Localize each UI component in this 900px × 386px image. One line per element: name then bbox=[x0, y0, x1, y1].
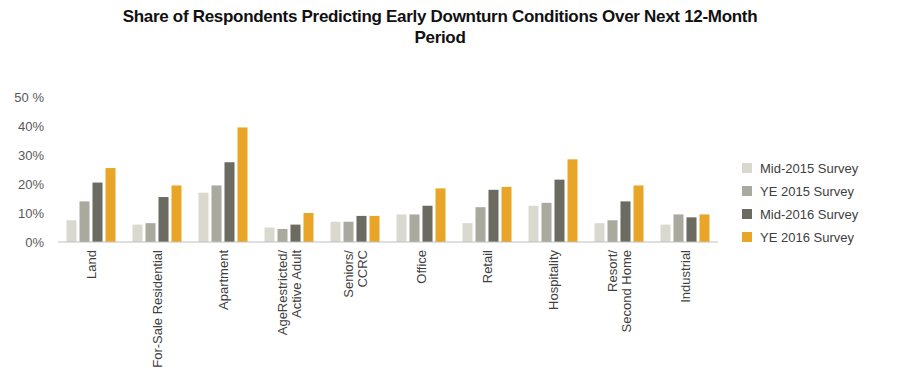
x-axis bbox=[58, 242, 718, 243]
x-tick-label: Hospitality bbox=[546, 250, 561, 310]
y-tick bbox=[54, 97, 58, 98]
x-tick-label: Industrial bbox=[678, 250, 693, 303]
y-tick-label: 50 % bbox=[14, 90, 44, 105]
y-tick bbox=[54, 242, 58, 243]
x-tick-label: Apartment bbox=[216, 250, 231, 310]
bar bbox=[291, 225, 301, 242]
y-tick bbox=[54, 155, 58, 156]
legend-swatch bbox=[742, 209, 752, 219]
chart: 0% 10% 20% 30% 40% 50 % Land For-Sale Residenti… bbox=[0, 0, 900, 386]
bar bbox=[687, 217, 697, 242]
bar bbox=[621, 201, 631, 242]
bar bbox=[634, 185, 644, 242]
bar bbox=[212, 185, 222, 242]
bar bbox=[67, 220, 77, 242]
bar bbox=[225, 162, 235, 242]
legend-label: YE 2016 Survey bbox=[760, 230, 854, 245]
y-tick-label: 0% bbox=[25, 235, 44, 250]
bar bbox=[370, 216, 380, 242]
y-tick bbox=[54, 213, 58, 214]
bar bbox=[159, 197, 169, 242]
bar bbox=[542, 203, 552, 242]
chart-title: Share of Respondents Predicting Early Do… bbox=[120, 6, 760, 48]
legend-swatch bbox=[742, 232, 752, 242]
x-tick-label: AgeRestricted/Active Adult bbox=[275, 250, 304, 336]
x-tick-label: For-Sale Residential bbox=[150, 250, 165, 368]
bar bbox=[423, 206, 433, 242]
y-tick bbox=[54, 184, 58, 185]
bar bbox=[502, 187, 512, 242]
bars bbox=[67, 127, 710, 242]
bar bbox=[608, 220, 618, 242]
bar bbox=[304, 213, 314, 242]
bar bbox=[436, 188, 446, 242]
bar bbox=[278, 229, 288, 242]
bar bbox=[238, 127, 248, 242]
bar bbox=[344, 222, 354, 242]
legend-label: Mid-2016 Survey bbox=[760, 207, 859, 222]
bar bbox=[674, 214, 684, 242]
bar bbox=[199, 193, 209, 242]
bar bbox=[568, 159, 578, 242]
bar bbox=[106, 168, 116, 242]
bar bbox=[463, 223, 473, 242]
y-tick-label: 20% bbox=[18, 177, 44, 192]
x-tick-label: Office bbox=[414, 250, 429, 284]
bar bbox=[80, 201, 90, 242]
bar bbox=[146, 223, 156, 242]
legend-swatch bbox=[742, 186, 752, 196]
bar bbox=[595, 223, 605, 242]
x-tick-label: Land bbox=[84, 250, 99, 279]
bar bbox=[476, 207, 486, 242]
legend-swatch bbox=[742, 163, 752, 173]
y-tick-label: 10% bbox=[18, 206, 44, 221]
bar bbox=[172, 185, 182, 242]
bar bbox=[265, 228, 275, 243]
legend-label: YE 2015 Survey bbox=[760, 184, 854, 199]
x-tick-label: Seniors/CCRC bbox=[341, 250, 370, 298]
y-tick-label: 40% bbox=[18, 119, 44, 134]
bar bbox=[331, 222, 341, 242]
bar bbox=[357, 216, 367, 242]
bar bbox=[397, 214, 407, 242]
x-tick-label: Resort/Second Home bbox=[605, 250, 634, 333]
bar bbox=[93, 183, 103, 242]
legend-label: Mid-2015 Survey bbox=[760, 161, 859, 176]
bar bbox=[133, 225, 143, 242]
bar bbox=[661, 225, 671, 242]
bar bbox=[410, 214, 420, 242]
y-tick-label: 30% bbox=[18, 148, 44, 163]
bar bbox=[700, 214, 710, 242]
bar bbox=[529, 206, 539, 242]
bar bbox=[555, 180, 565, 242]
y-tick bbox=[54, 126, 58, 127]
bar bbox=[489, 190, 499, 242]
x-tick-label: Retail bbox=[480, 250, 495, 283]
